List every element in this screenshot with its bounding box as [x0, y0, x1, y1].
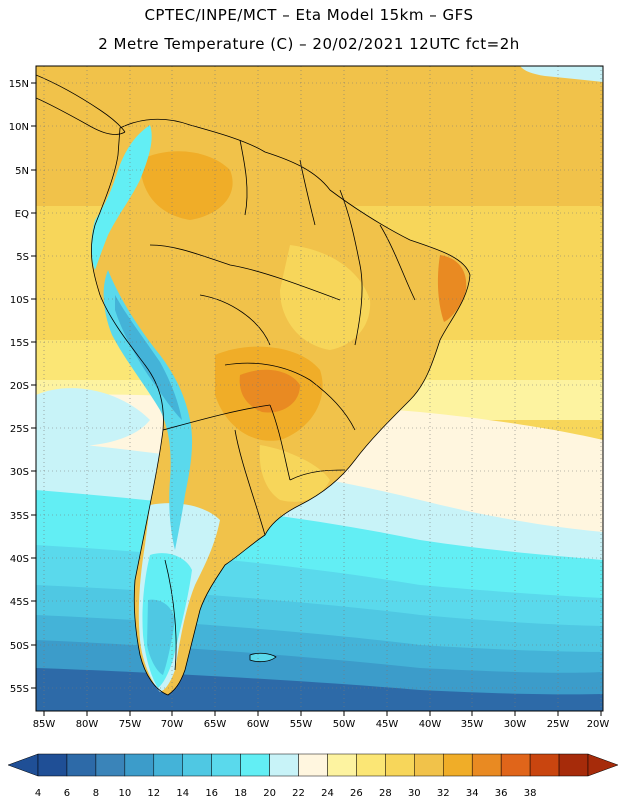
colorbar: 4 6 8 10 12 14 16 18 20 22 24 26 28 30 32 34 36 38: [7, 753, 618, 799]
lat-label: 15S: [10, 338, 29, 349]
colorbar-swatch: [153, 753, 183, 777]
colorbar-swatch: [327, 753, 357, 777]
lat-label: EQ: [15, 209, 29, 220]
lon-label: 75W: [119, 719, 142, 730]
lon-label: 70W: [161, 719, 184, 730]
lon-label: 25W: [547, 719, 570, 730]
lat-label: 5S: [16, 252, 29, 263]
colorbar-swatch: [529, 753, 560, 777]
lon-label: 85W: [33, 719, 56, 730]
colorbar-label: 4: [35, 788, 41, 799]
colorbar-label: 26: [350, 788, 363, 799]
colorbar-swatch: [500, 753, 531, 777]
lon-label: 55W: [290, 719, 313, 730]
graticule: [36, 66, 603, 711]
lat-label: 10N: [9, 122, 29, 133]
colorbar-swatch: [211, 753, 241, 777]
colorbar-swatch: [471, 753, 502, 777]
axis-ticks: [31, 82, 602, 716]
lat-label: 5N: [15, 166, 29, 177]
lon-label: 50W: [333, 719, 356, 730]
lon-label: 60W: [247, 719, 270, 730]
colorbar-label: 28: [379, 788, 392, 799]
lat-label: 50S: [10, 641, 29, 652]
longitude-labels: 85W 80W 75W 70W 65W 60W 55W 50W 45W 40W …: [33, 719, 610, 730]
colorbar-swatch: [66, 753, 97, 777]
colorbar-under-arrow: [7, 753, 39, 777]
lat-label: 10S: [10, 295, 29, 306]
lon-label: 20W: [587, 719, 610, 730]
colorbar-swatch: [385, 753, 415, 777]
colorbar-label: 36: [495, 788, 508, 799]
lon-label: 65W: [204, 719, 227, 730]
colorbar-label: 34: [466, 788, 479, 799]
colorbar-swatch: [443, 753, 473, 777]
map-frame: [35, 65, 604, 712]
lat-label: 20S: [10, 381, 29, 392]
colorbar-label: 24: [321, 788, 334, 799]
colorbar-swatch: [414, 753, 444, 777]
temperature-field: [36, 66, 603, 711]
colorbar-label: 38: [524, 788, 537, 799]
lon-label: 30W: [504, 719, 527, 730]
colorbar-swatch: [37, 753, 68, 777]
colorbar-label: 18: [234, 788, 247, 799]
colorbar-label: 14: [176, 788, 189, 799]
chart-title: CPTEC/INPE/MCT – Eta Model 15km – GFS: [144, 6, 474, 24]
lat-label: 55S: [10, 684, 29, 695]
colorbar-label: 8: [93, 788, 99, 799]
lon-label: 45W: [376, 719, 399, 730]
colorbar-swatch: [124, 753, 155, 777]
colorbar-label: 30: [408, 788, 421, 799]
colorbar-swatch: [240, 753, 270, 777]
colorbar-swatch: [182, 753, 212, 777]
lat-label: 25S: [10, 424, 29, 435]
lat-label: 30S: [10, 467, 29, 478]
colorbar-swatch: [269, 753, 299, 777]
lat-label: 15N: [9, 79, 29, 90]
colorbar-label: 12: [147, 788, 160, 799]
colorbar-label: 16: [205, 788, 218, 799]
lat-label: 35S: [10, 511, 29, 522]
colorbar-label: 22: [292, 788, 305, 799]
latitude-labels: 15N 10N 5N EQ 5S 10S 15S 20S 25S 30S 35S…: [9, 79, 29, 695]
lon-label: 35W: [461, 719, 484, 730]
colorbar-swatch: [298, 753, 328, 777]
colorbar-label: 20: [263, 788, 276, 799]
lon-label: 40W: [419, 719, 442, 730]
lat-label: 40S: [10, 554, 29, 565]
coastlines-borders: [36, 74, 471, 696]
colorbar-over-arrow: [587, 753, 618, 777]
colorbar-swatch: [95, 753, 126, 777]
chart-subtitle: 2 Metre Temperature (C) – 20/02/2021 12U…: [98, 35, 520, 53]
lon-label: 80W: [76, 719, 99, 730]
colorbar-label: 32: [437, 788, 450, 799]
colorbar-label: 6: [64, 788, 70, 799]
lat-label: 45S: [10, 597, 29, 608]
colorbar-swatch: [356, 753, 386, 777]
colorbar-label: 10: [118, 788, 131, 799]
colorbar-swatch: [558, 753, 589, 777]
